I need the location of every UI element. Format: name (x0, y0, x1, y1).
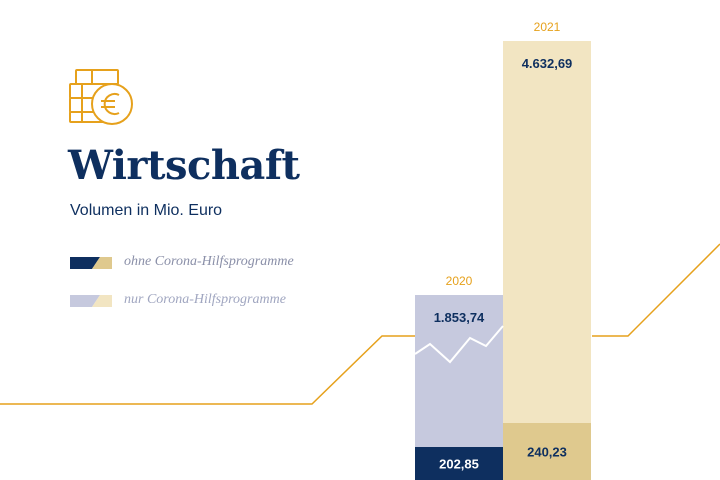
bar-segment-nur-2020 (415, 295, 503, 447)
bar-overlay-zigzag-2020 (414, 325, 504, 364)
legend-label-ohne: ohne Corona-Hilfsprogramme (124, 254, 294, 269)
trend-line-left (0, 335, 420, 405)
data-label-ohne-2021: 240,23 (527, 445, 567, 460)
data-label-nur-2021: 4.632,69 (522, 56, 573, 71)
coins-euro-icon (69, 69, 133, 125)
trend-line-right (592, 243, 720, 337)
legend-swatch-nur (70, 295, 112, 307)
legend-swatch-ohne (70, 257, 112, 269)
data-label-nur-2020: 1.853,74 (434, 310, 485, 325)
category-label-2020: 2020 (446, 274, 473, 288)
bar-segment-nur-2021 (503, 41, 591, 423)
category-label-2021: 2021 (534, 20, 561, 34)
legend-label-nur: nur Corona-Hilfsprogramme (124, 292, 286, 307)
bar-segment-ohne-2021 (503, 423, 591, 480)
page-subtitle: Volumen in Mio. Euro (70, 202, 223, 219)
data-label-ohne-2020: 202,85 (439, 457, 479, 472)
bar-segment-ohne-2020 (415, 447, 503, 480)
page-title: Wirtschaft (68, 142, 300, 189)
